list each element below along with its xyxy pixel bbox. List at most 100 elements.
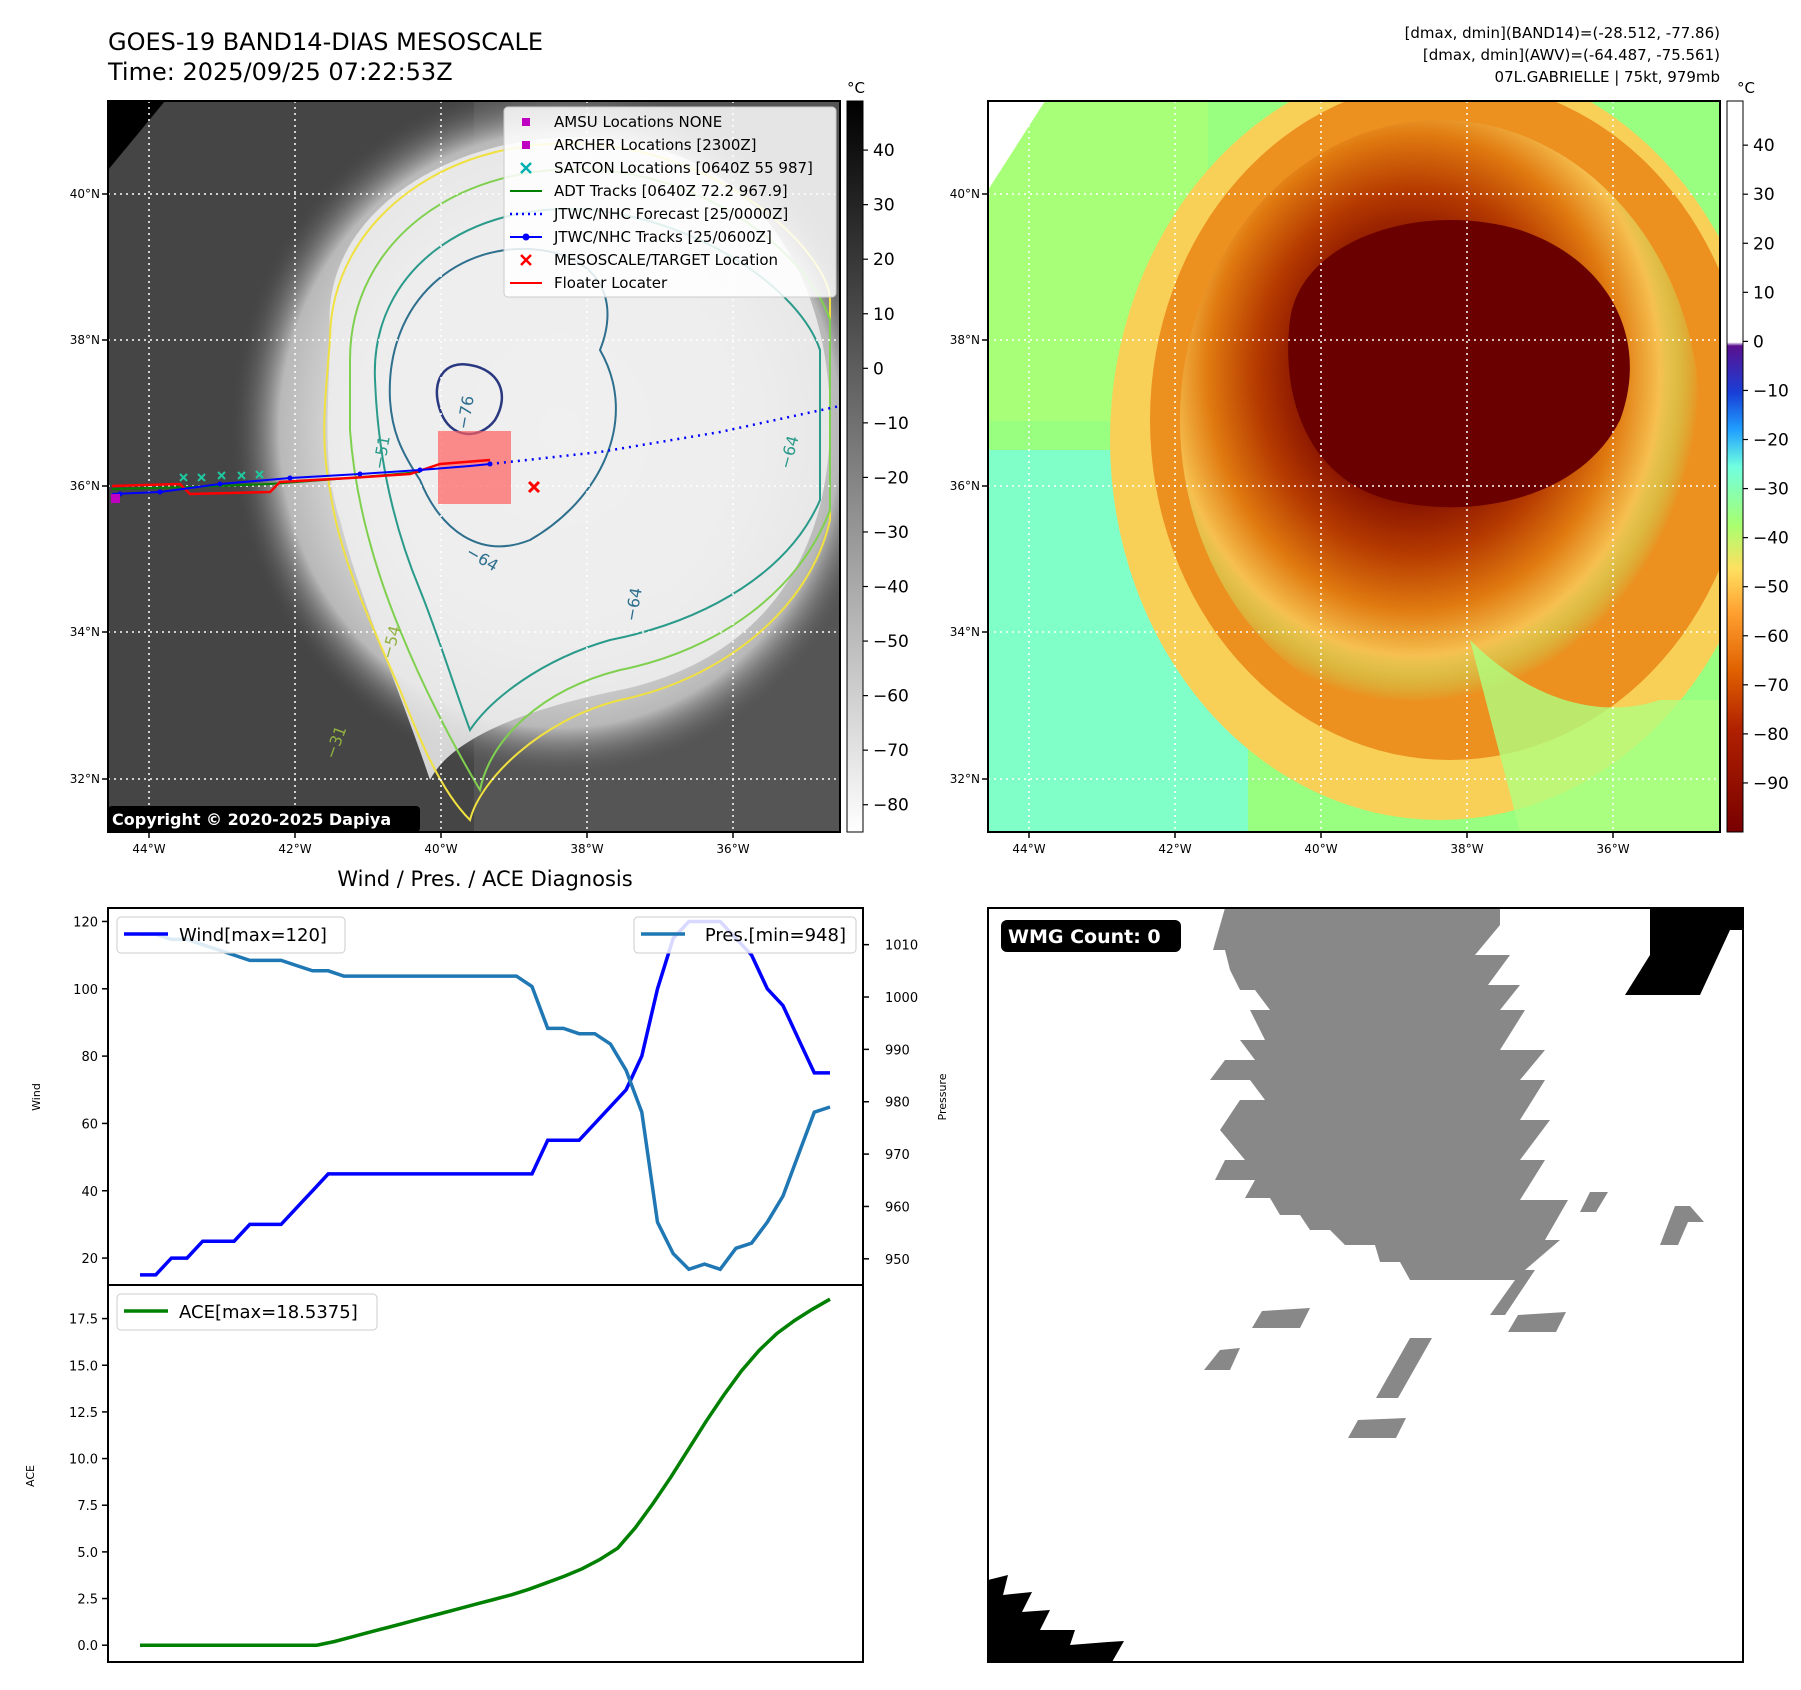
map-lat-label: 34°N (70, 625, 100, 639)
y-tick-label: 5.0 (77, 1546, 98, 1561)
map-lon-label: 42°W (278, 842, 311, 856)
colorbar-tick-label: −70 (1753, 676, 1789, 696)
map-lat-label: 38°N (70, 333, 100, 347)
y-tick-label: 15.0 (69, 1359, 98, 1374)
map-lon-label: 36°W (1596, 842, 1629, 856)
map-lon-label: 44°W (132, 842, 165, 856)
y-tick-label: 60 (81, 1117, 98, 1132)
colorbar-tick-label: −50 (1753, 578, 1789, 598)
map-lat-label: 36°N (950, 479, 980, 493)
ace-legend-label: ACE[max=18.5375] (179, 1302, 358, 1323)
ace-legend: ACE[max=18.5375] (116, 1293, 378, 1331)
wmg-gray-fragment (1204, 1348, 1240, 1370)
colorbar-tick-label: 20 (1753, 234, 1775, 254)
target-marker (527, 480, 541, 494)
wmg-gray-fragment (1660, 1206, 1704, 1245)
y-tick-label: 20 (81, 1252, 98, 1267)
colorbar-tick-label: 10 (1753, 283, 1775, 303)
y-tick-right-label: 960 (885, 1200, 910, 1215)
legend-label: ADT Tracks [0640Z 72.2 967.9] (554, 182, 788, 200)
wind-legend-label: Wind[max=120] (179, 925, 327, 946)
map-lon-label: 40°W (424, 842, 457, 856)
colorbar-tick-label: −70 (873, 741, 909, 761)
figure-time: Time: 2025/09/25 07:22:53Z (107, 58, 453, 86)
awv-colorbar-unit: °C (1737, 79, 1755, 97)
ir-colorbar (846, 100, 864, 833)
wmg-panel: WMG Count: 0 (987, 907, 1744, 1663)
colorbar-tick-label: 30 (1753, 185, 1775, 205)
wmg-black-corner (1625, 908, 1743, 995)
wmg-gray-region (1210, 908, 1568, 1315)
colorbar-tick-label: 0 (1753, 332, 1764, 352)
wind-legend: Wind[max=120] (116, 916, 346, 954)
legend-marker-square (522, 118, 530, 126)
y-tick-right-label: 1000 (885, 991, 918, 1006)
map-lat-label: 38°N (950, 333, 980, 347)
pressure-legend: Pres.[min=948] (633, 916, 857, 954)
wmg-gray-fragment (1508, 1312, 1566, 1332)
colorbar-tick-label: −50 (873, 632, 909, 652)
colorbar-tick-label: 40 (1753, 136, 1775, 156)
colorbar-tick-label: −20 (873, 468, 909, 488)
legend-label: AMSU Locations NONE (554, 113, 722, 131)
info-awv-range: [dmax, dmin](AWV)=(-64.487, -75.561) (1423, 46, 1720, 64)
y-tick-right-label: 980 (885, 1096, 910, 1111)
y-tick-right-label: 970 (885, 1148, 910, 1163)
map-lat-label: 40°N (950, 187, 980, 201)
legend-marker-x (520, 254, 532, 266)
colorbar-tick-label: −40 (873, 578, 909, 598)
pressure-axis-label: Pressure (936, 1073, 949, 1120)
pressure-series-line (140, 932, 831, 1272)
y-tick-right-label: 950 (885, 1253, 910, 1268)
ace-series-line (140, 1297, 831, 1647)
colorbar-tick-label: 40 (873, 141, 895, 161)
wmg-gray-fragment (1580, 1192, 1608, 1212)
map-lon-label: 40°W (1304, 842, 1337, 856)
y-tick-label: 40 (81, 1185, 98, 1200)
map-lat-label: 32°N (70, 772, 100, 786)
colorbar-tick-label: −20 (1753, 431, 1789, 451)
y-tick-label: 120 (73, 915, 98, 930)
colorbar-tick-label: −30 (1753, 480, 1789, 500)
colorbar-tick-label: −60 (1753, 627, 1789, 647)
colorbar-tick-label: −80 (1753, 725, 1789, 745)
pressure-legend-label: Pres.[min=948] (705, 925, 846, 946)
chart-title: Wind / Pres. / ACE Diagnosis (337, 867, 632, 891)
awv-colorbar (1726, 100, 1744, 833)
wmg-black-corner (988, 1575, 1124, 1662)
colorbar-tick-label: −40 (1753, 529, 1789, 549)
wmg-count-badge: WMG Count: 0 (1008, 926, 1161, 948)
map-lat-label: 40°N (70, 187, 100, 201)
satcon-markers (179, 470, 264, 482)
y-tick-label: 80 (81, 1050, 98, 1065)
awv-panel: °C 40 30 20 10 0 −10 −20 −30 −40 −50 −60 −70 −80 −90 (987, 79, 1789, 833)
y-tick-right-label: 1010 (885, 939, 918, 954)
info-band14-range: [dmax, dmin](BAND14)=(-28.512, -77.86) (1405, 24, 1720, 42)
colorbar-tick-label: −30 (873, 523, 909, 543)
colorbar-tick-label: −80 (873, 796, 909, 816)
ace-axis-label: ACE (24, 1465, 37, 1487)
colorbar-tick-label: 10 (873, 305, 895, 325)
map-lon-label: 36°W (716, 842, 749, 856)
colorbar-tick-label: 20 (873, 250, 895, 270)
jtwc-track (111, 463, 491, 495)
legend-label: SATCON Locations [0640Z 55 987] (554, 159, 813, 177)
colorbar-tick-label: −90 (1753, 774, 1789, 794)
ir-colorbar-unit: °C (847, 79, 865, 97)
archer-marker (111, 494, 120, 503)
wmg-gray-fragment (1252, 1308, 1310, 1328)
info-storm: 07L.GABRIELLE | 75kt, 979mb (1495, 68, 1720, 86)
legend-label: MESOSCALE/TARGET Location (554, 251, 778, 269)
contour-teal-inner (388, 247, 617, 548)
y-tick-right-label: 990 (885, 1043, 910, 1058)
map-lon-label: 42°W (1158, 842, 1191, 856)
ir-legend: AMSU Locations NONE ARCHER Locations [230… (503, 106, 837, 298)
floater-track (111, 458, 491, 496)
legend-marker-square (522, 141, 530, 149)
map-lon-label: 38°W (570, 842, 603, 856)
colorbar-tick-label: 30 (873, 196, 895, 216)
wmg-gray-fragment (1348, 1418, 1406, 1438)
awv-gridlines (988, 101, 1720, 832)
y-tick-label: 17.5 (69, 1313, 98, 1328)
